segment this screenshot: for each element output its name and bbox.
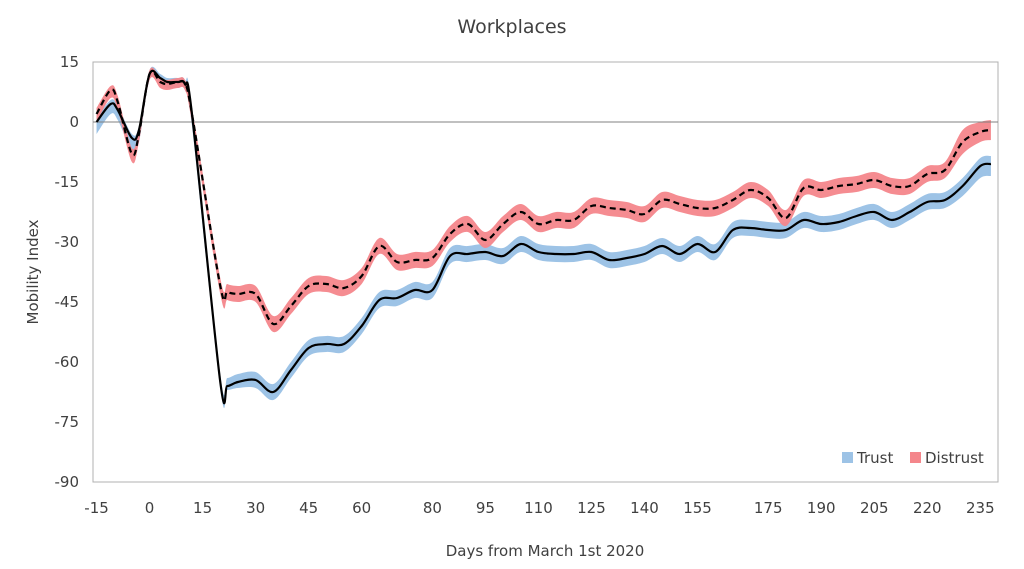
y-tick-label: -45 xyxy=(55,293,80,311)
y-tick-label: -30 xyxy=(55,233,80,251)
y-tick-labels: 15 0 -15 -30 -45 -60 -75 -90 xyxy=(55,53,80,491)
y-tick-label: 0 xyxy=(69,113,79,131)
bands-layer xyxy=(96,66,991,409)
x-tick-label: 175 xyxy=(754,499,783,517)
x-tick-label: 205 xyxy=(860,499,889,517)
x-tick-label: 140 xyxy=(630,499,659,517)
x-tick-label: 60 xyxy=(352,499,371,517)
x-tick-label: 235 xyxy=(966,499,995,517)
y-axis-label: Mobility Index xyxy=(24,219,42,324)
lines-layer xyxy=(95,69,992,405)
x-tick-label: 30 xyxy=(246,499,265,517)
x-tick-labels: -15 0 15 30 45 60 80 95 110 125 140 155 175 190 205 220… xyxy=(84,499,994,517)
legend: Trust Distrust xyxy=(842,449,984,467)
y-tick-label: 15 xyxy=(60,53,79,71)
x-axis-label: Days from March 1st 2020 xyxy=(446,542,645,560)
x-tick-label: 155 xyxy=(683,499,712,517)
x-tick-label: 80 xyxy=(423,499,442,517)
band-trust xyxy=(96,66,991,409)
x-tick-label: -15 xyxy=(84,499,109,517)
x-tick-label: 110 xyxy=(524,499,553,517)
y-tick-label: -90 xyxy=(55,473,80,491)
x-tick-label: 15 xyxy=(193,499,212,517)
chart-title: Workplaces xyxy=(457,16,566,38)
plot-area-border xyxy=(92,61,999,483)
y-tick-label: -60 xyxy=(55,353,80,371)
legend-label-distrust: Distrust xyxy=(925,449,984,467)
x-tick-label: 190 xyxy=(807,499,836,517)
x-tick-label: 220 xyxy=(913,499,942,517)
legend-swatch-trust xyxy=(842,452,853,463)
line-trust xyxy=(95,69,992,405)
line-distrust xyxy=(95,70,992,326)
x-tick-label: 95 xyxy=(476,499,495,517)
y-tick-label: -75 xyxy=(55,413,80,431)
legend-swatch-distrust xyxy=(910,452,921,463)
x-tick-label: 45 xyxy=(299,499,318,517)
x-tick-label: 125 xyxy=(577,499,606,517)
x-tick-label: 0 xyxy=(145,499,155,517)
y-tick-label: -15 xyxy=(55,173,80,191)
legend-label-trust: Trust xyxy=(856,449,893,467)
